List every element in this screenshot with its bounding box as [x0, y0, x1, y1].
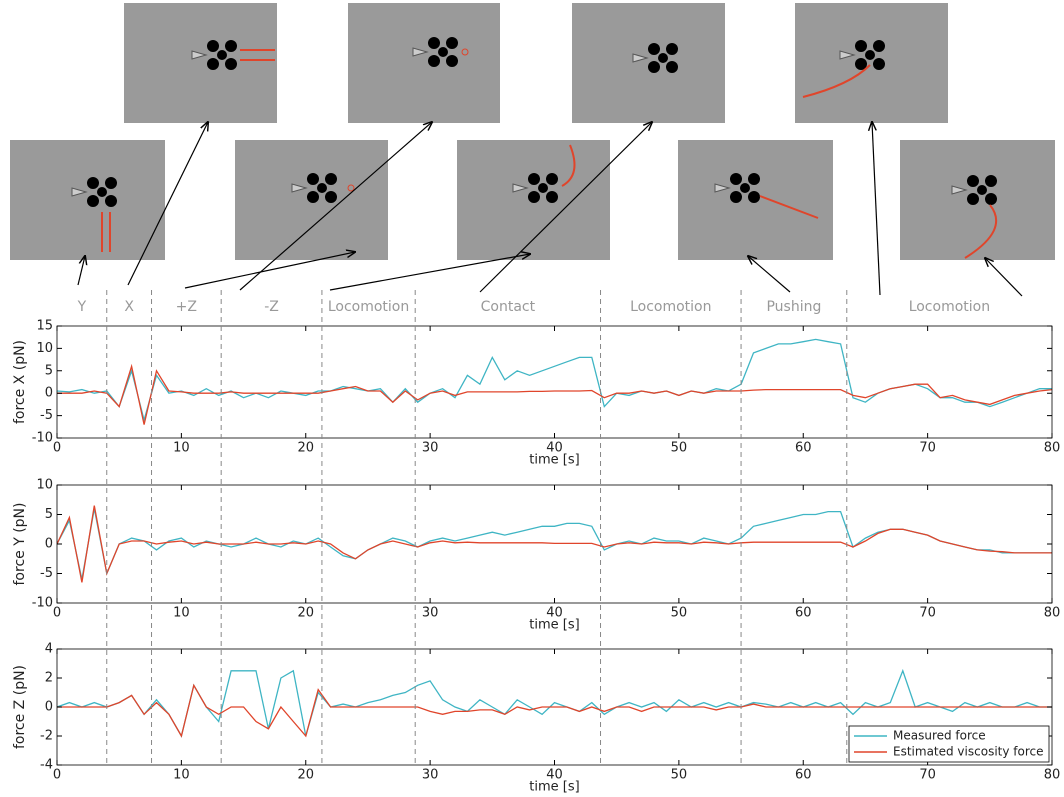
- y-tick-label: 10: [36, 341, 53, 356]
- x-tick-label: 10: [173, 768, 190, 783]
- phase-label: Y: [77, 299, 87, 315]
- legend-box: [848, 725, 1050, 763]
- phase-label: Pushing: [766, 299, 821, 315]
- y-axis-label: force Z (pN): [12, 665, 28, 749]
- y-axis-label: force X (pN): [12, 340, 28, 424]
- x-tick-label: 30: [422, 768, 439, 783]
- x-tick-label: 80: [1044, 768, 1061, 783]
- phase-label: Locomotion: [328, 299, 409, 315]
- micrograph: [572, 3, 725, 123]
- series-line: [57, 668, 1052, 738]
- series-line: [57, 505, 1052, 583]
- plot: 0 10 20 30 40 50 60 70 80 -10 -5 0 5 10 15 time [s] forc…: [12, 319, 1060, 468]
- y-tick-label: 0: [45, 386, 53, 401]
- x-tick-label: 60: [795, 606, 812, 621]
- phase-label: Contact: [481, 299, 536, 315]
- phase-label: X: [124, 299, 134, 315]
- x-tick-label: 40: [546, 441, 563, 456]
- y-tick-label: 5: [45, 363, 53, 378]
- x-tick-label: 80: [1044, 441, 1061, 456]
- y-tick-label: -5: [40, 408, 53, 423]
- x-tick-label: 10: [173, 606, 190, 621]
- x-axis-label: time [s]: [529, 453, 579, 468]
- y-tick-label: -2: [40, 729, 53, 744]
- micrograph: [795, 3, 948, 123]
- series-line: [57, 363, 1052, 425]
- x-tick-label: 30: [422, 441, 439, 456]
- series-line: [57, 683, 1052, 738]
- x-tick-label: 70: [919, 768, 936, 783]
- x-axis-label: time [s]: [529, 780, 579, 795]
- phase-label: Locomotion: [630, 299, 711, 315]
- y-tick-label: 0: [45, 537, 53, 552]
- plot: 0 10 20 30 40 50 60 70 80 -10 -5 0 5 10 time [s] force …: [12, 478, 1060, 633]
- x-tick-label: 60: [795, 441, 812, 456]
- y-tick-label: 5: [45, 507, 53, 522]
- arrows: [77, 122, 1023, 297]
- x-tick-label: 20: [297, 606, 314, 621]
- y-tick-label: 2: [45, 671, 53, 686]
- x-tick-label: 50: [671, 606, 688, 621]
- x-tick-label: 70: [919, 606, 936, 621]
- x-tick-label: 0: [53, 441, 61, 456]
- plot-area: [57, 326, 1052, 438]
- x-tick-label: 50: [671, 441, 688, 456]
- x-tick-label: 20: [297, 441, 314, 456]
- y-tick-label: 0: [45, 700, 53, 715]
- y-axis-label: force Y (pN): [12, 503, 28, 586]
- x-tick-label: 20: [297, 768, 314, 783]
- x-axis-label: time [s]: [529, 618, 579, 633]
- micrograph: [348, 3, 500, 123]
- legend-label: Estimated viscosity force: [893, 745, 1044, 759]
- x-tick-label: 60: [795, 768, 812, 783]
- y-tick-label: -10: [32, 596, 53, 611]
- x-tick-label: 80: [1044, 606, 1061, 621]
- x-tick-label: 70: [919, 441, 936, 456]
- x-tick-label: 40: [546, 768, 563, 783]
- phase-label: Locomotion: [909, 299, 990, 315]
- phase-label: -Z: [264, 299, 279, 315]
- x-tick-label: 0: [53, 606, 61, 621]
- legend: Measured force Estimated viscosity force: [848, 725, 1050, 763]
- micrographs: [10, 3, 1055, 260]
- phase-label: +Z: [176, 299, 197, 315]
- y-tick-label: 4: [45, 642, 53, 657]
- x-tick-label: 30: [422, 606, 439, 621]
- y-tick-label: -4: [40, 758, 53, 773]
- plot: 0 10 20 30 40 50 60 70 80 -4 -2 0 2 4 time [s] force Z …: [12, 642, 1060, 795]
- y-tick-label: 15: [36, 319, 53, 334]
- x-tick-label: 0: [53, 768, 61, 783]
- y-tick-label: -5: [40, 566, 53, 581]
- legend-label: Measured force: [893, 729, 986, 743]
- x-tick-label: 10: [173, 441, 190, 456]
- y-tick-label: 10: [36, 478, 53, 493]
- y-tick-label: -10: [32, 431, 53, 446]
- micrograph: [124, 3, 277, 123]
- x-tick-label: 40: [546, 606, 563, 621]
- x-tick-label: 50: [671, 768, 688, 783]
